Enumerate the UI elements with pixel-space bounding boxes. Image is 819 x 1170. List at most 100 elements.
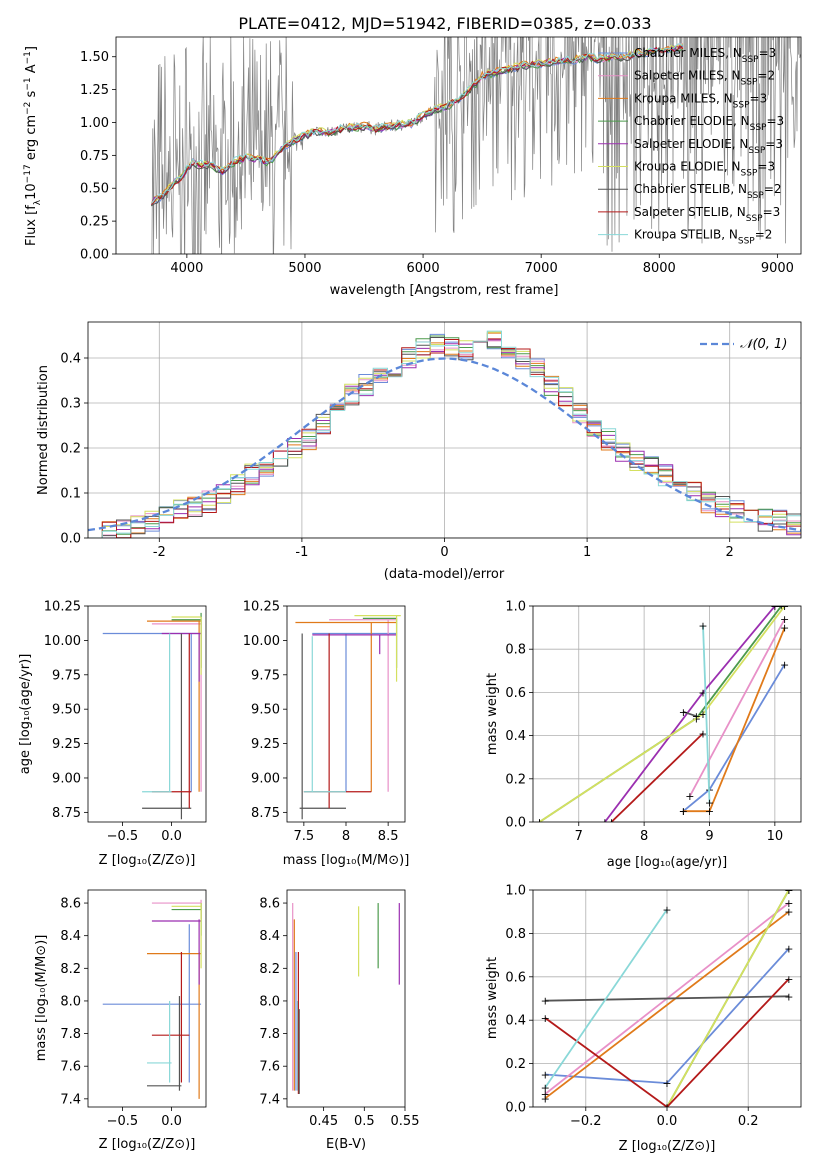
data-point: +: [541, 1012, 550, 1025]
y-tick-label: 7.4: [60, 1092, 81, 1107]
y-tick-label: 1.25: [80, 83, 109, 98]
y-tick-label: 10.00: [243, 634, 280, 649]
y-tick-label: 9.25: [52, 737, 81, 752]
series-line: [610, 732, 704, 822]
x-tick-label: 0.0: [161, 1114, 182, 1129]
x-tick-label: 9000: [761, 261, 794, 276]
y-tick-label: 0.4: [505, 1014, 526, 1029]
y-tick-label: 1.0: [505, 884, 526, 899]
data-point: +: [679, 805, 688, 818]
y-tick-label: 8.4: [259, 929, 280, 944]
data-point: +: [685, 790, 694, 803]
data-point: +: [698, 727, 707, 740]
x-tick-label: 0.0: [161, 829, 182, 844]
y-tick-label: 9.50: [251, 703, 280, 718]
y-tick-label: 0.8: [505, 927, 526, 942]
y-tick-label: 8.75: [251, 806, 280, 821]
x-axis-label: mass [log₁₀(M/M⊙)]: [283, 853, 410, 868]
x-tick-label: 8000: [643, 261, 676, 276]
series-line: [544, 910, 790, 1100]
y-tick-label: 0.0: [505, 816, 526, 831]
x-tick-label: 8: [342, 829, 350, 844]
y-tick-label: 9.25: [251, 737, 280, 752]
normal-curve: [88, 357, 801, 532]
y-tick-label: 0.00: [80, 248, 109, 263]
x-axis-label: (data-model)/error: [384, 567, 505, 582]
data-point: +: [705, 797, 714, 810]
series-line: [666, 890, 790, 1107]
plot-area: ++++++ ++++++++++++ +++++: [533, 600, 801, 829]
y-tick-label: 8.6: [259, 897, 280, 912]
y-tick-label: 1.00: [80, 116, 109, 131]
model-spectrum-line: [151, 43, 684, 204]
axes-frame: [532, 605, 802, 823]
data-point: +: [705, 805, 714, 818]
data-point: +: [698, 619, 707, 632]
y-axis-label: mass [log₁₀(M/M⊙)]: [34, 935, 49, 1062]
y-tick-label: 10.00: [44, 634, 81, 649]
y-tick-label: 7.8: [259, 1027, 280, 1042]
y-tick-label: 7.6: [259, 1060, 280, 1075]
x-tick-label: -1: [295, 545, 308, 560]
y-tick-label: 9.50: [52, 703, 81, 718]
plot-area: [102, 612, 202, 820]
y-tick-label: 7.8: [60, 1027, 81, 1042]
series-line: [689, 618, 786, 797]
y-axis-label: mass weight: [485, 957, 500, 1039]
data-point: +: [600, 816, 609, 829]
plot-area: [295, 615, 401, 820]
x-tick-label: 0.2: [738, 1114, 759, 1129]
y-tick-label: 0.8: [505, 643, 526, 658]
data-point: +: [698, 686, 707, 699]
x-tick-label: 10: [767, 829, 784, 844]
panel-mass-vs-metallicity: −0.5 0.0 7.4 7.6 7.8 8.0 8.2 8.4 8.6 Z [log₁₀(Z/Z…: [34, 889, 207, 1152]
data-point: +: [784, 884, 793, 897]
data-point: +: [780, 613, 789, 626]
x-tick-label: 0.5: [354, 1114, 375, 1129]
panel-mass-weight-vs-metallicity: ++++++++++++ ++++++−0.2 0.0 0.2 0.0 0.2 0.4 0.6…: [485, 884, 802, 1154]
data-point: +: [780, 622, 789, 635]
y-tick-label: 0.6: [505, 970, 526, 985]
y-tick-label: 0.4: [505, 729, 526, 744]
figure-title: PLATE=0412, MJD=51942, FIBERID=0385, z=0…: [238, 14, 651, 33]
y-axis-label: mass weight: [485, 673, 500, 755]
y-axis-label: Normed distribution: [36, 365, 51, 495]
series-line: [683, 710, 697, 718]
data-point: +: [784, 990, 793, 1003]
series-line: [545, 995, 789, 1002]
data-point: +: [662, 1077, 671, 1090]
data-point: +: [662, 1101, 671, 1114]
data-point: +: [535, 816, 544, 829]
y-tick-label: 0.4: [60, 352, 81, 367]
data-point: +: [535, 816, 544, 829]
data-point: +: [780, 600, 789, 613]
axes-frame: [87, 605, 207, 823]
data-point: +: [780, 658, 789, 671]
y-tick-label: 0.75: [80, 149, 109, 164]
y-tick-label: 9.00: [52, 771, 81, 786]
x-tick-label: −0.5: [107, 1114, 139, 1129]
data-point: +: [784, 906, 793, 919]
data-point: +: [541, 995, 550, 1008]
y-tick-label: 10.25: [44, 600, 81, 615]
series-line: [683, 627, 786, 813]
series-line: [544, 978, 790, 1107]
data-point: +: [698, 708, 707, 721]
x-tick-label: 0.55: [391, 1114, 420, 1129]
series-line: [702, 625, 711, 803]
data-point: +: [770, 600, 779, 613]
y-tick-label: 0.2: [505, 1057, 526, 1072]
x-tick-label: 8: [640, 829, 648, 844]
plot-area: [102, 899, 202, 1099]
x-axis-label: Z [log₁₀(Z/Z⊙)]: [99, 1137, 196, 1152]
histogram-step: [88, 335, 801, 538]
y-tick-label: 9.75: [251, 668, 280, 683]
series-line: [545, 947, 790, 1085]
panel-mass-vs-ebv: 0.45 0.5 0.55 7.4 7.6 7.8 8.0 8.2 8.4 8.6 E(B-V): [259, 889, 420, 1152]
x-tick-label: −0.5: [107, 829, 139, 844]
x-tick-label: 0: [440, 545, 448, 560]
x-tick-label: 7.5: [294, 829, 315, 844]
y-tick-label: 0.25: [80, 215, 109, 230]
y-tick-label: 0.0: [60, 532, 81, 547]
